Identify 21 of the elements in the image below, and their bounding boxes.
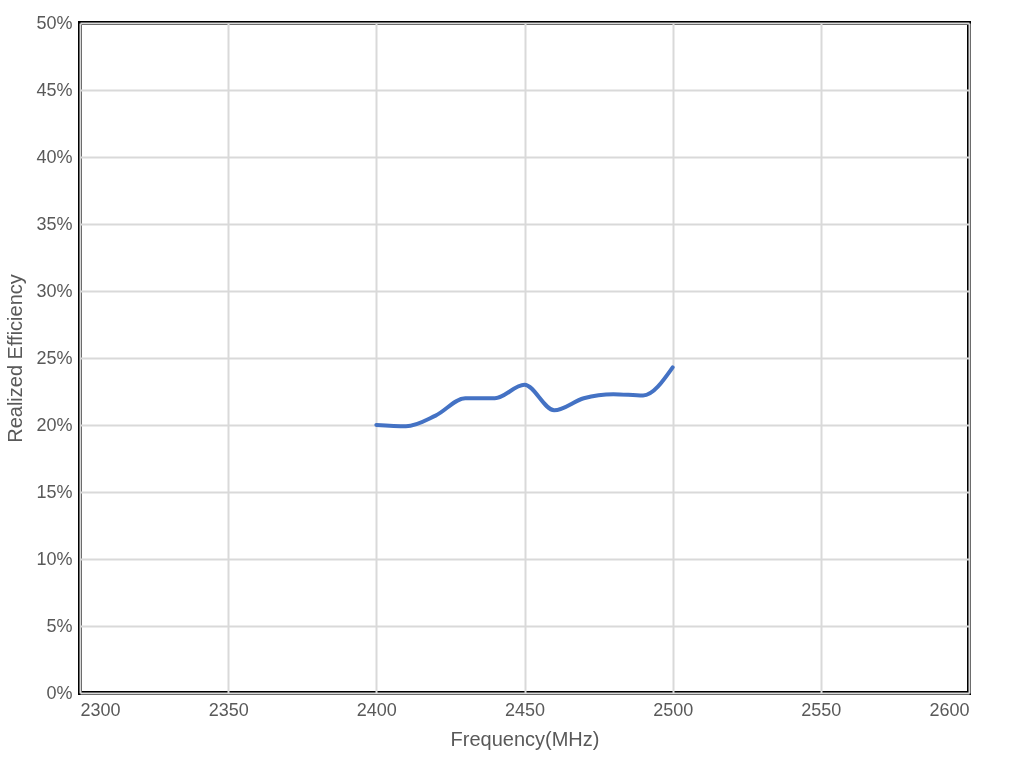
y-tick-label: 35% — [36, 213, 73, 234]
line-series — [374, 365, 675, 429]
x-axis-title: Frequency(MHz) — [450, 727, 600, 750]
x-tick-label: 2550 — [801, 699, 842, 720]
x-tick-label: 2300 — [80, 699, 121, 720]
y-tick-label: 20% — [36, 414, 73, 435]
y-tick-label: 5% — [46, 615, 73, 636]
y-tick-label: 15% — [36, 481, 73, 502]
x-tick-label: 2600 — [929, 699, 970, 720]
y-tick-label: 10% — [36, 548, 73, 569]
y-tick-label: 0% — [46, 682, 73, 703]
x-tick-label: 2400 — [356, 699, 397, 720]
x-tick-label: 2500 — [653, 699, 694, 720]
x-tick-label: 2350 — [208, 699, 249, 720]
x-tick-label: 2450 — [504, 699, 546, 720]
y-tick-label: 30% — [36, 280, 73, 301]
y-tick-label: 50% — [36, 12, 73, 33]
y-tick-label: 25% — [36, 347, 73, 368]
y-tick-label: 45% — [36, 79, 73, 100]
y-tick-label: 40% — [36, 146, 73, 167]
y-axis-title: Realized Efficiency — [4, 274, 27, 443]
